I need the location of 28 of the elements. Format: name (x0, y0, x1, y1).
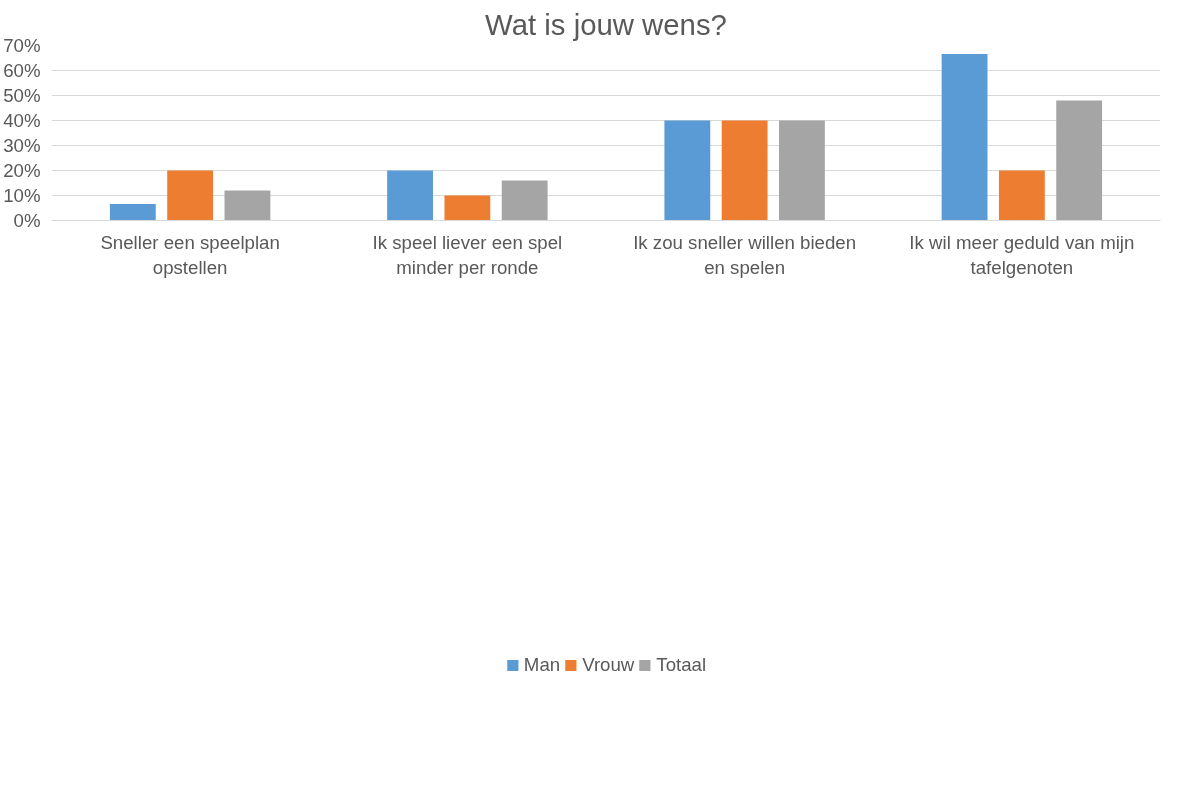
y-tick-label: 40% (3, 110, 41, 131)
bar (444, 195, 491, 221)
bar (387, 170, 433, 221)
bar (664, 120, 711, 221)
bar (224, 190, 271, 221)
legend-label: Totaal (656, 653, 707, 676)
bar (998, 170, 1045, 221)
x-tick-label: Ik speel liever een spel minder per ronde (372, 231, 563, 278)
x-tick-label: Ik wil meer geduld van mijn tafelgenoten (909, 231, 1135, 278)
chart-title: Wat is jouw wens? (485, 7, 727, 41)
y-tick-label: 60% (3, 60, 41, 81)
y-tick-label: 30% (3, 135, 41, 156)
y-tick-label: 20% (3, 160, 41, 181)
y-tick-label: 10% (3, 185, 41, 206)
bar (1056, 100, 1103, 221)
y-tick-label: 50% (3, 85, 41, 106)
bar (941, 54, 988, 221)
legend-label: Vrouw (582, 653, 635, 676)
bar (721, 120, 768, 221)
x-tick-label: Ik zou sneller willen bieden en spelen (633, 231, 857, 278)
bar (167, 170, 214, 221)
y-tick-label: 70% (3, 35, 41, 56)
y-tick-label: 0% (13, 210, 41, 231)
x-tick-label: Sneller een speelplan opstellen (100, 231, 280, 278)
bar (501, 180, 548, 221)
bar (779, 120, 825, 221)
legend-label: Man (523, 653, 561, 676)
bar (109, 204, 156, 221)
